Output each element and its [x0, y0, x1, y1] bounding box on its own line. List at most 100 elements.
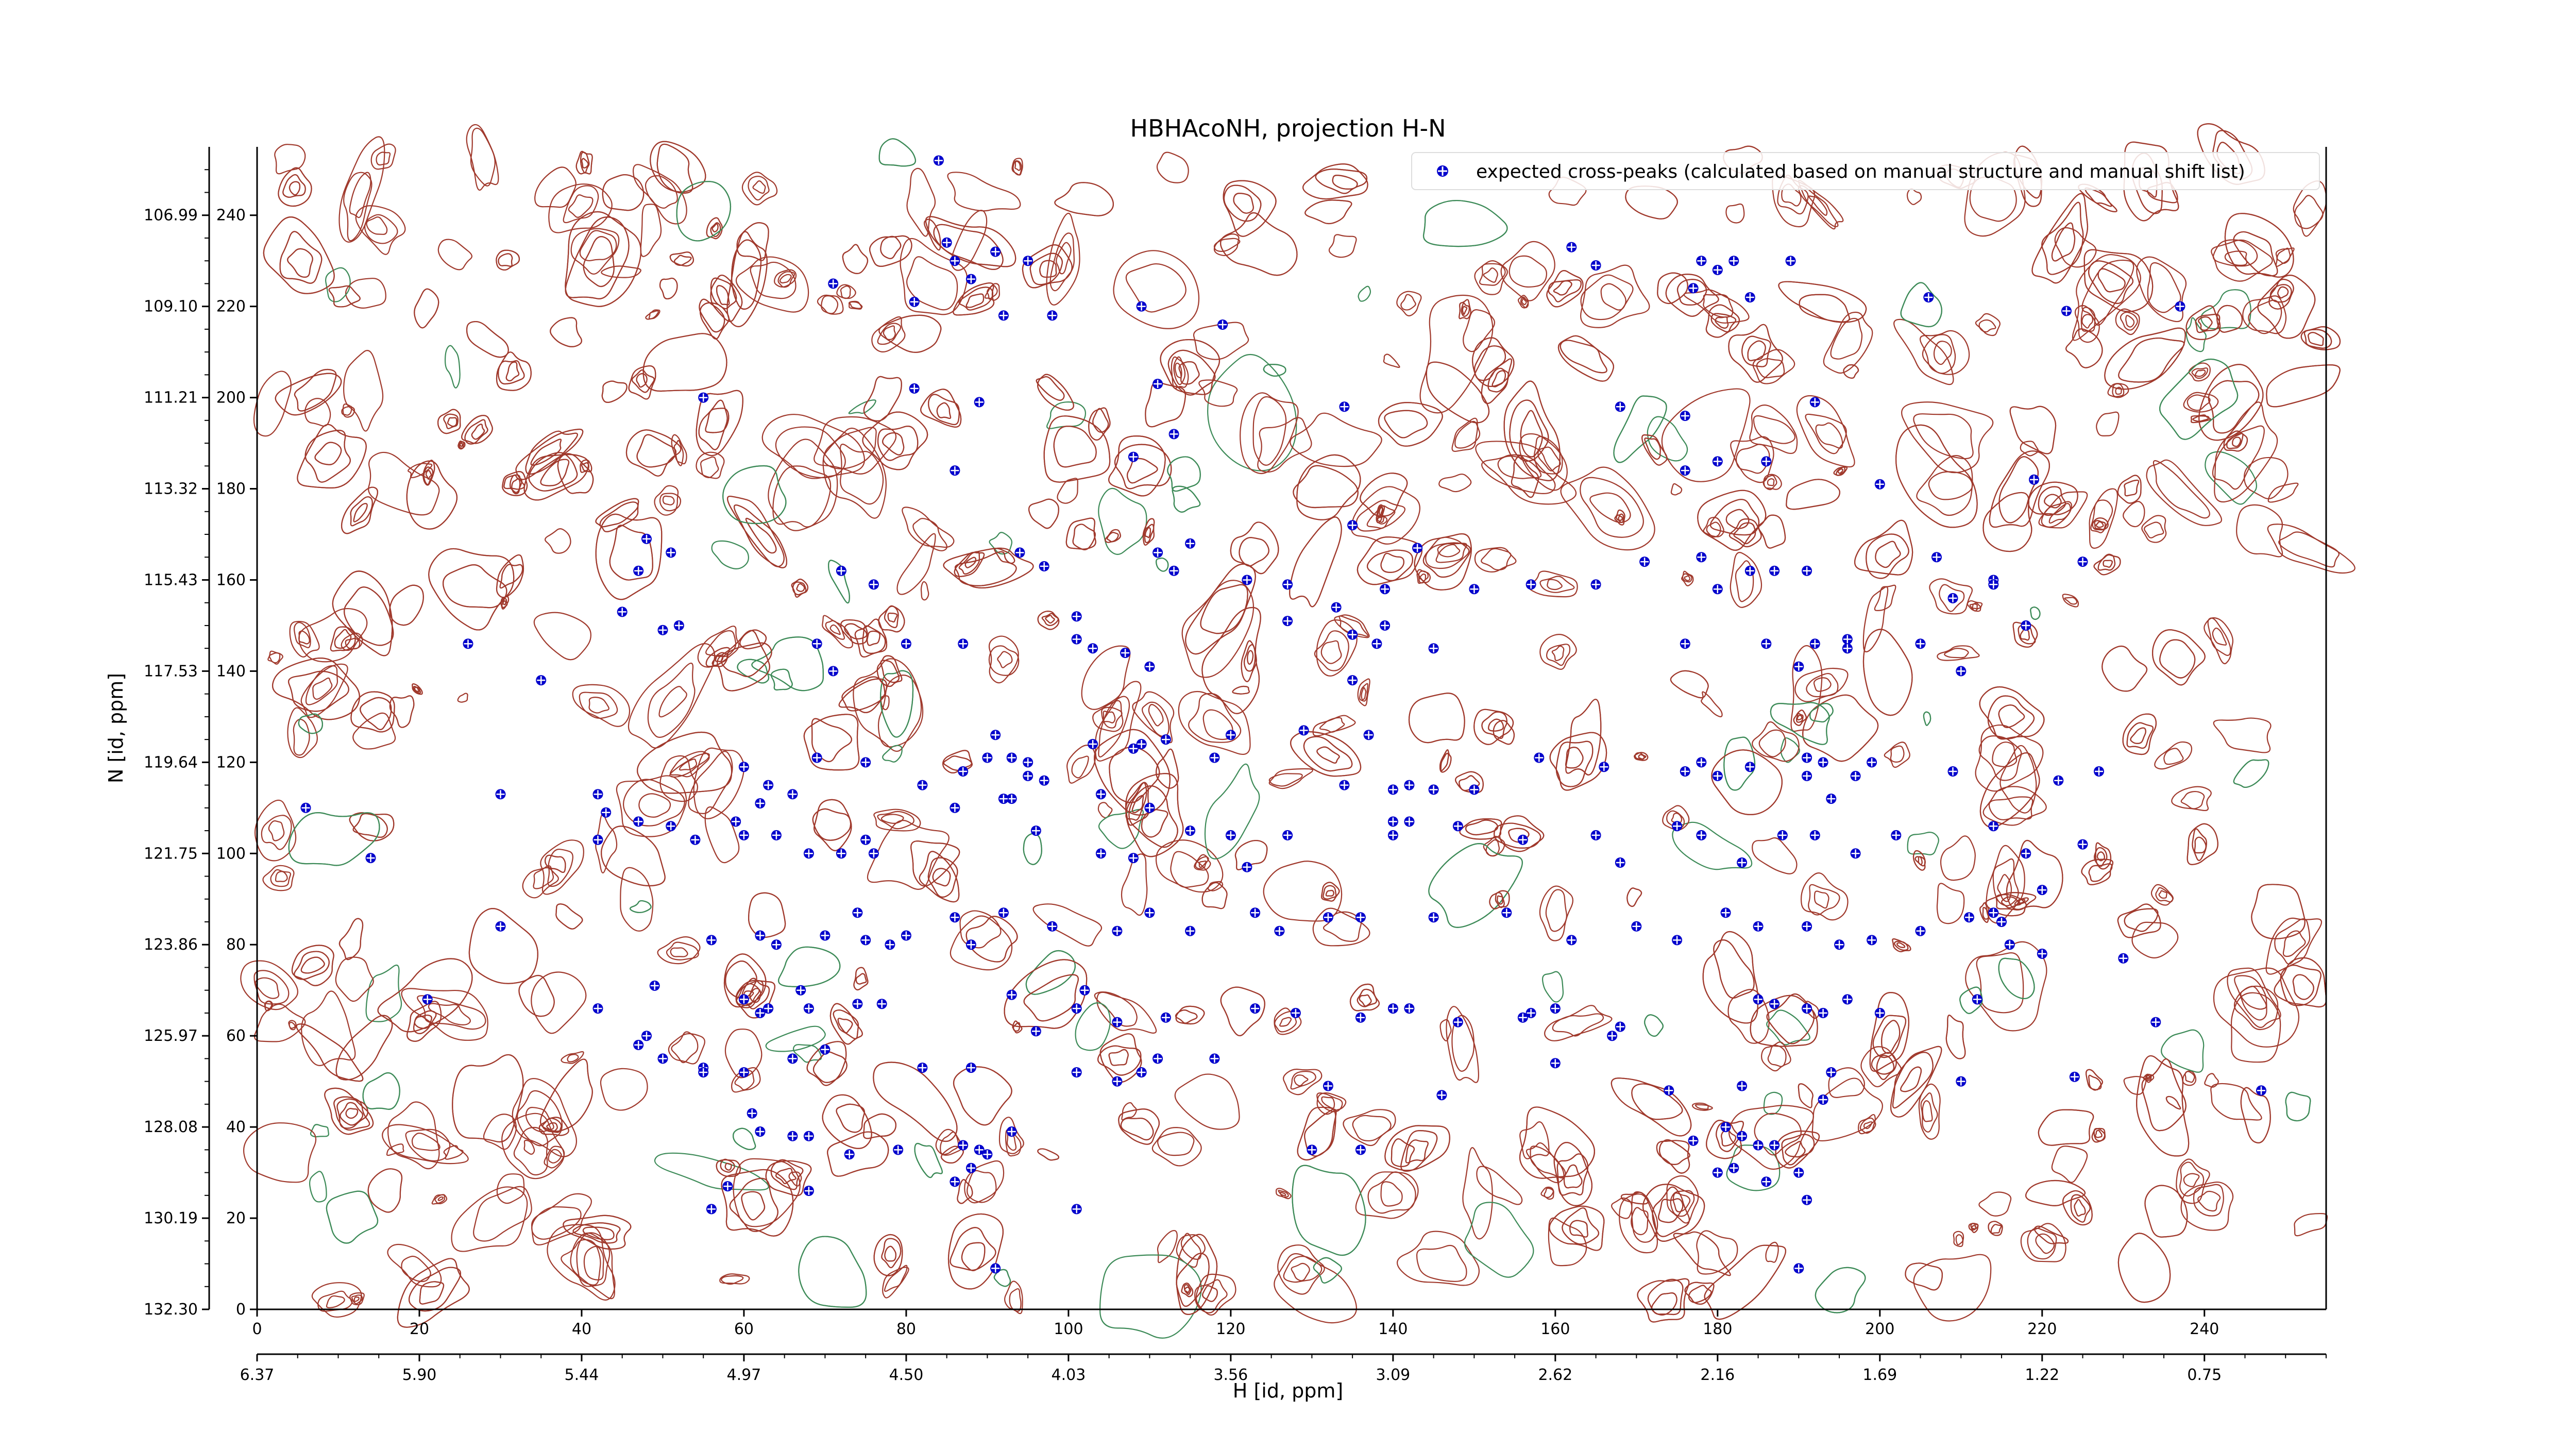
contour-positive	[511, 478, 521, 495]
contour-positive	[1125, 263, 1187, 313]
contour-positive	[1637, 1278, 1690, 1323]
contour-positive	[792, 581, 807, 596]
contour-positive	[1118, 1108, 1160, 1145]
cross-peak-point	[763, 780, 774, 790]
cross-peak-point	[1526, 1007, 1536, 1018]
cross-peak-point	[1744, 565, 1755, 576]
contour-positive	[942, 750, 973, 773]
cross-peak-point	[860, 834, 871, 845]
contour-positive	[2096, 411, 2120, 436]
contour-positive	[1955, 1234, 1963, 1245]
contour-positive	[1548, 1217, 1587, 1267]
contour-negative	[2205, 451, 2258, 505]
contour-positive	[1808, 884, 1840, 916]
contour-positive	[1032, 903, 1103, 947]
cross-peak-point	[1088, 739, 1098, 749]
cross-peak-point	[990, 730, 1001, 740]
contour-negative	[1313, 1257, 1342, 1284]
contour-positive	[1705, 304, 1740, 338]
contour-negative	[2030, 606, 2041, 620]
contour-positive	[1476, 1166, 1523, 1205]
contour-positive	[1499, 815, 1545, 852]
contour-positive	[287, 670, 349, 712]
cross-peak-point	[950, 256, 960, 266]
contour-positive	[1799, 294, 1850, 323]
contour-positive	[745, 517, 777, 554]
contour-positive	[2240, 1087, 2271, 1143]
contour-positive	[1438, 544, 1461, 558]
contour-negative	[879, 670, 914, 738]
contour-positive	[345, 1108, 359, 1119]
contour-positive	[1046, 213, 1080, 306]
contour-positive	[749, 988, 761, 1003]
cross-peak-point	[738, 830, 749, 840]
contour-positive	[1181, 1283, 1194, 1298]
contour-positive	[1641, 434, 1668, 466]
contour-positive	[2267, 482, 2299, 503]
contour-positive	[806, 1041, 847, 1086]
contour-positive	[878, 314, 942, 353]
contour-positive	[443, 413, 459, 429]
x-index-tick-label: 80	[896, 1320, 916, 1338]
cross-peak-point	[633, 1039, 644, 1050]
cross-peak-point	[1387, 784, 1398, 795]
contour-positive	[2278, 531, 2340, 568]
contour-positive	[997, 651, 1013, 668]
contour-positive	[932, 868, 951, 887]
cross-peak-point	[965, 1063, 976, 1073]
contour-positive	[254, 799, 297, 862]
cross-peak-point	[1282, 579, 1293, 590]
cross-peak-point	[1802, 1003, 1812, 1014]
contour-positive	[720, 1158, 735, 1173]
contour-positive	[324, 1087, 374, 1135]
y-ppm-tick-label: 113.32	[144, 480, 198, 498]
contour-positive	[1569, 1220, 1588, 1238]
contour-positive	[1913, 413, 1974, 460]
contour-positive	[294, 951, 330, 980]
cross-peak-point	[1071, 634, 1082, 645]
cross-peak-point	[763, 1003, 774, 1014]
contour-positive	[715, 654, 724, 662]
contour-positive	[1065, 517, 1096, 550]
contour-positive	[1319, 717, 1345, 733]
contour-positive	[1338, 615, 1369, 637]
contour-positive	[711, 223, 719, 232]
contour-positive	[1419, 294, 1494, 414]
contour-positive	[1786, 479, 1841, 510]
cross-peak-point	[1590, 260, 1601, 271]
cross-peak-point	[1517, 1012, 1528, 1023]
contour-positive	[1548, 279, 1582, 302]
contour-positive	[289, 1021, 296, 1029]
y-ppm-tick-label: 109.10	[144, 298, 198, 316]
contour-positive	[1982, 492, 2032, 552]
cross-peak-point	[1956, 666, 1967, 677]
cross-peak-point	[747, 1108, 757, 1119]
contour-positive	[2141, 515, 2167, 543]
contour-positive	[262, 865, 295, 891]
contour-positive	[1988, 796, 2033, 820]
contour-positive	[1922, 1100, 1933, 1122]
contour-positive	[1703, 517, 1724, 537]
contour-positive	[2041, 201, 2084, 275]
cross-peak-point	[1209, 1053, 1220, 1064]
x-index-tick-label: 100	[1054, 1320, 1083, 1338]
contour-positive	[298, 630, 310, 645]
cross-peak-point	[1469, 584, 1480, 595]
x-index-axis: 0 20 40 60 80 100 120 140 160 180 200 220 240	[252, 1309, 2219, 1338]
contour-positive	[2184, 1071, 2195, 1083]
contour-positive	[2122, 713, 2157, 755]
cross-peak-point	[633, 816, 644, 827]
contour-positive	[466, 124, 499, 191]
cross-peak-point	[1323, 912, 1333, 923]
contour-positive	[389, 584, 424, 626]
contour-positive	[1438, 474, 1472, 493]
cross-peak-point	[755, 798, 766, 808]
contour-positive	[1500, 241, 1555, 301]
contour-positive	[2051, 1145, 2088, 1183]
contour-positive	[1562, 1207, 1600, 1245]
cross-peak-point	[300, 802, 311, 813]
contour-positive	[423, 466, 434, 485]
contour-positive	[2141, 1058, 2187, 1132]
contour-positive	[2074, 1199, 2086, 1217]
contour-positive	[1325, 889, 1334, 897]
